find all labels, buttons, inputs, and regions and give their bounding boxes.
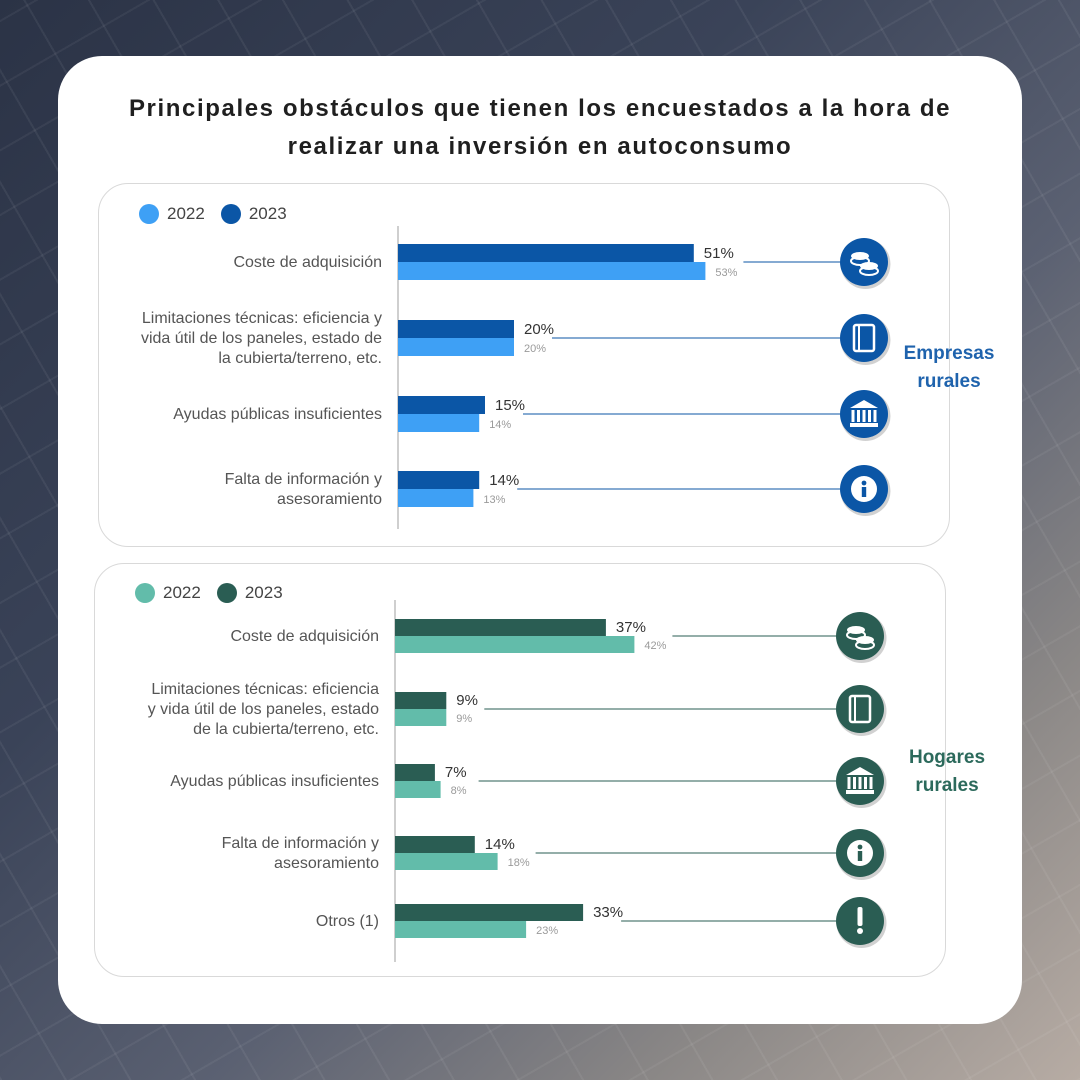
- bar-2022: [395, 636, 635, 653]
- bar-2022: [395, 709, 447, 726]
- legend: 2022 2023: [135, 583, 299, 603]
- category-row: 9% 9% Limitaciones técnicas: eficiencia y v…: [148, 681, 887, 738]
- value-label-2022: 18%: [508, 857, 530, 869]
- value-label-2022: 23%: [536, 925, 558, 937]
- group-label-line: Empresas: [903, 343, 995, 364]
- value-label-2023: 14%: [485, 836, 515, 853]
- category-label: Limitaciones técnicas: eficiencia y vida …: [148, 681, 379, 738]
- title-line: realizar una inversión en autoconsumo: [287, 133, 793, 160]
- coins-icon: [836, 612, 887, 663]
- notebook-icon: [840, 314, 891, 365]
- bar-2023: [395, 764, 435, 781]
- legend: 2022 2023: [139, 204, 303, 224]
- bar-2023: [398, 396, 485, 414]
- value-label-2022: 42%: [644, 640, 666, 652]
- legend-label-2023: 2023: [248, 204, 287, 223]
- value-label-2022: 14%: [489, 419, 511, 431]
- value-label-2022: 9%: [456, 713, 472, 725]
- category-row: 14% 18% Falta de información y asesoramient…: [222, 829, 887, 880]
- bar-2022: [398, 489, 474, 507]
- value-label-2022: 13%: [483, 494, 505, 506]
- bar-2023: [395, 904, 584, 921]
- hogares-chart-panel: 2022 2023 37% 42% Coste de adquisición 9% 9%…: [94, 563, 946, 977]
- legend-swatch-2022: [139, 204, 159, 224]
- legend-label-2023: 2023: [244, 583, 283, 602]
- category-label: Ayudas públicas insuficientes: [170, 773, 379, 790]
- category-label: Otros (1): [316, 913, 379, 930]
- legend-label-2022: 2022: [167, 204, 205, 223]
- bar-2022: [395, 853, 498, 870]
- value-label-2022: 20%: [524, 343, 546, 355]
- bar-2022: [398, 414, 480, 432]
- legend-label-2022: 2022: [163, 583, 201, 602]
- bar-2022: [398, 338, 514, 356]
- bar-2023: [395, 836, 475, 853]
- category-row: 14% 13% Falta de información y asesoramient…: [225, 465, 891, 516]
- value-label-2023: 7%: [445, 764, 467, 781]
- category-row: 33% 23% Otros (1): [316, 897, 887, 948]
- bar-2023: [395, 692, 447, 709]
- infographic-card: Principales obstáculos que tienen los en…: [58, 56, 1022, 1024]
- legend-swatch-2022: [135, 583, 155, 603]
- coins-icon: [840, 238, 891, 289]
- group-label-line: Hogares: [908, 747, 986, 768]
- category-row: 51% 53% Coste de adquisición: [233, 238, 891, 289]
- empresas-chart-panel: 2022 2023 51% 53% Coste de adquisición 20% 2…: [98, 183, 950, 547]
- category-row: 7% 8% Ayudas públicas insuficientes: [170, 757, 887, 808]
- bar-2022: [395, 781, 441, 798]
- group-label-line: rurales: [917, 371, 981, 392]
- value-label-2023: 33%: [593, 904, 623, 921]
- category-row: 20% 20% Limitaciones técnicas: eficiencia …: [141, 310, 891, 367]
- value-label-2022: 8%: [451, 785, 467, 797]
- value-label-2023: 9%: [456, 692, 478, 709]
- category-label: Falta de información y asesoramiento: [222, 835, 380, 872]
- group-label-empresas: Empresas rurales: [890, 340, 1008, 396]
- group-label-hogares: Hogares rurales: [888, 744, 1006, 800]
- category-label: Falta de información y asesoramiento: [225, 471, 383, 508]
- bar-2023: [398, 320, 514, 338]
- category-label: Coste de adquisición: [233, 254, 382, 271]
- notebook-icon: [836, 685, 887, 736]
- category-row: 37% 42% Coste de adquisición: [230, 612, 887, 663]
- value-label-2023: 37%: [616, 619, 646, 636]
- exclamation-icon: [836, 897, 887, 948]
- value-label-2023: 14%: [489, 472, 519, 489]
- value-label-2023: 51%: [704, 245, 734, 262]
- bar-2022: [398, 262, 706, 280]
- chart-title: Principales obstáculos que tienen los en…: [58, 90, 1022, 166]
- empresas-bar-chart: 51% 53% Coste de adquisición 20% 20% Limitaci…: [141, 226, 891, 529]
- value-label-2023: 15%: [495, 397, 525, 414]
- category-label: Limitaciones técnicas: eficiencia y vida …: [141, 310, 382, 367]
- category-label: Ayudas públicas insuficientes: [173, 406, 382, 423]
- info-icon: [840, 465, 891, 516]
- legend-swatch-2023: [216, 583, 237, 603]
- legend-swatch-2023: [220, 204, 241, 224]
- title-line: Principales obstáculos que tienen los en…: [128, 95, 952, 122]
- bar-2023: [398, 471, 480, 489]
- bank-icon: [840, 390, 891, 441]
- bank-icon: [836, 757, 887, 808]
- bar-2022: [395, 921, 527, 938]
- group-label-line: rurales: [915, 775, 979, 796]
- bar-2023: [395, 619, 606, 636]
- bar-2023: [398, 244, 694, 262]
- value-label-2023: 20%: [524, 321, 554, 338]
- value-label-2022: 53%: [715, 267, 737, 279]
- info-icon: [836, 829, 887, 880]
- hogares-bar-chart: 37% 42% Coste de adquisición 9% 9% Limitacion…: [148, 600, 887, 962]
- category-label: Coste de adquisición: [230, 628, 379, 645]
- category-row: 15% 14% Ayudas públicas insuficientes: [173, 390, 891, 441]
